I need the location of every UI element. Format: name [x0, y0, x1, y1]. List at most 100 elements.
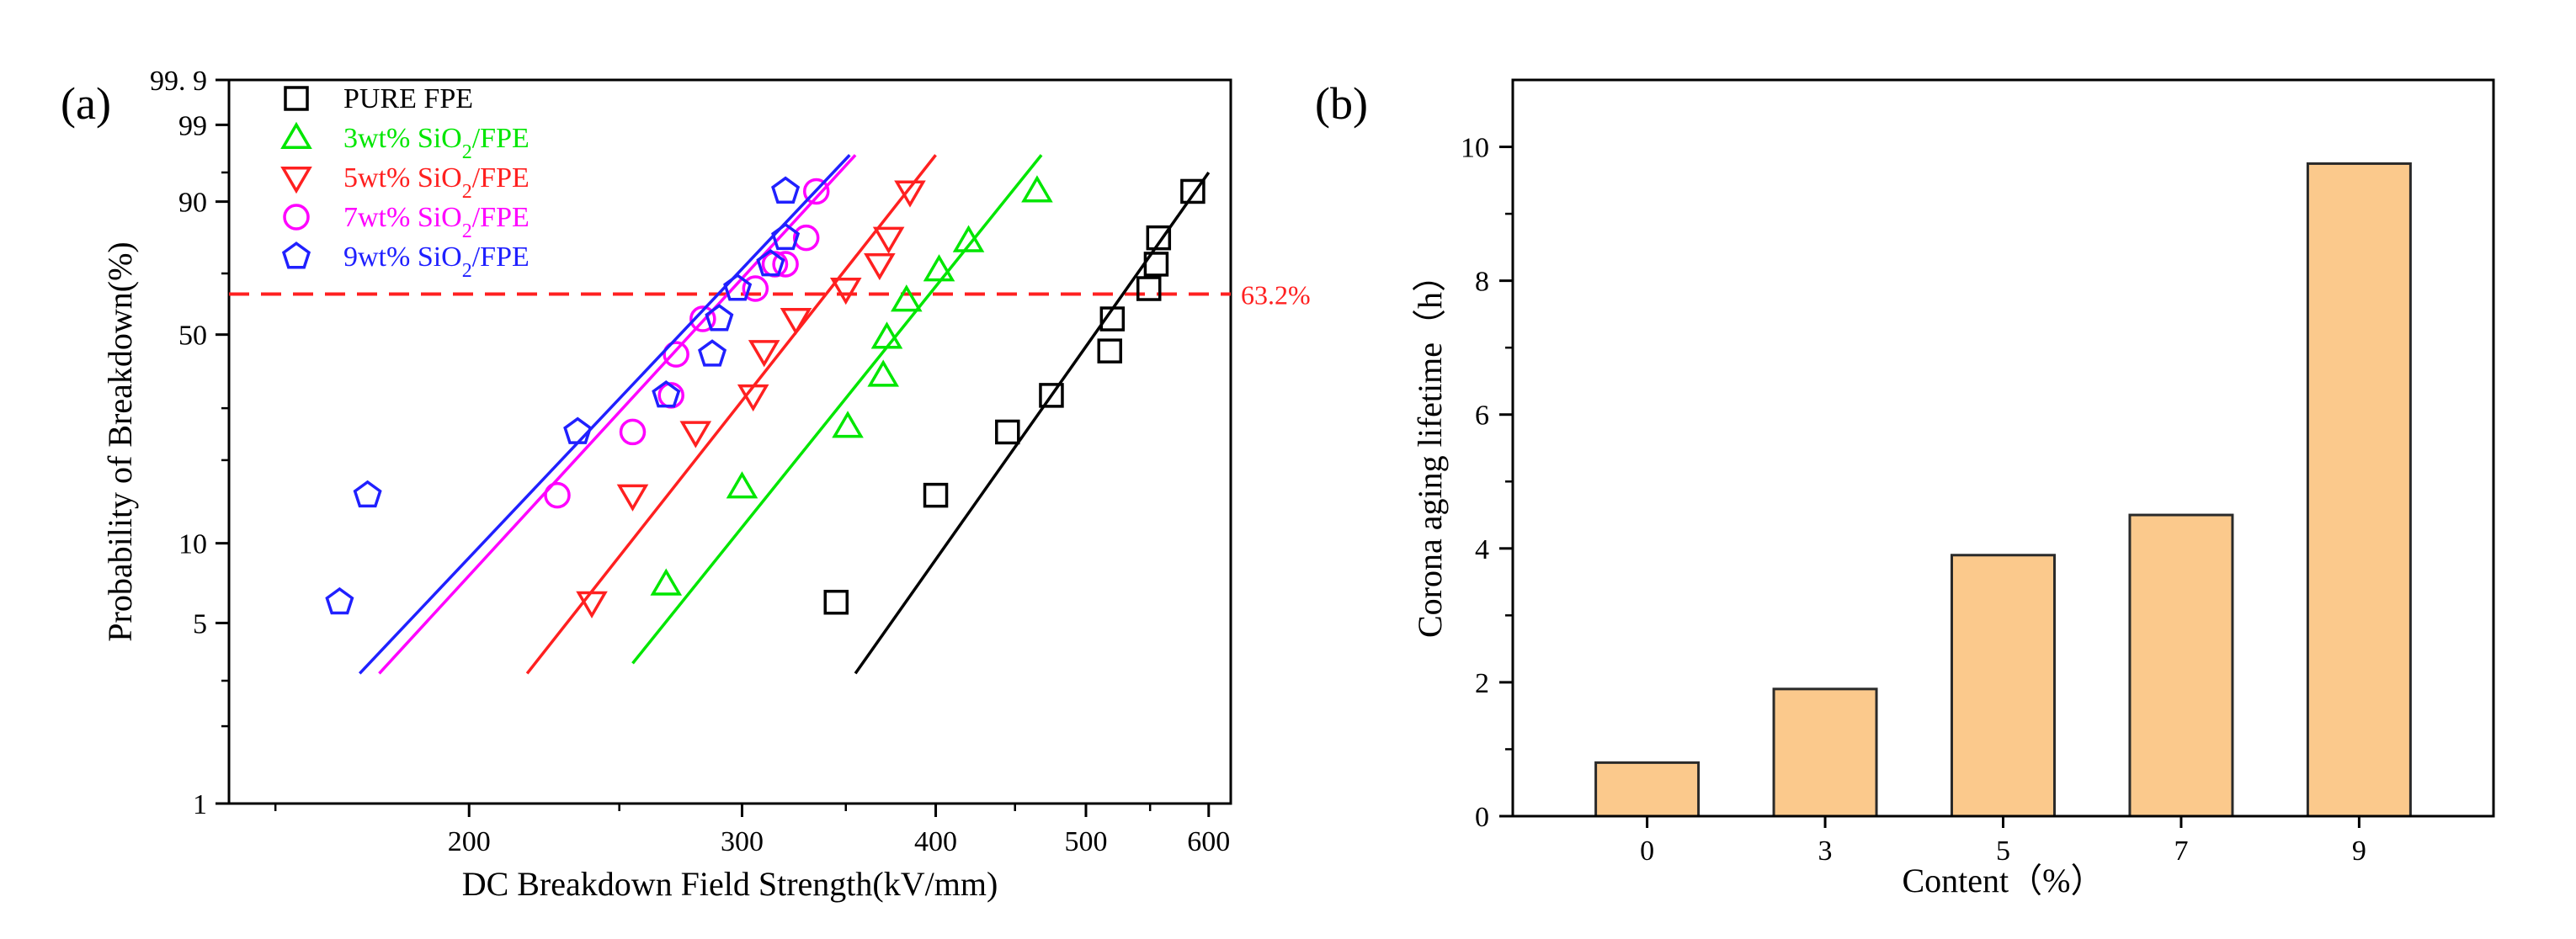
- weibull-fit-line: [854, 171, 1211, 675]
- y-tick-label: 4: [1475, 534, 1489, 565]
- data-point-triangle-down: [872, 226, 905, 254]
- series-0: [823, 171, 1211, 675]
- data-point-square: [1099, 306, 1126, 332]
- legend-label-tail: /FPE: [472, 202, 530, 233]
- y-tick-label: 50: [178, 321, 207, 352]
- data-point-square: [995, 419, 1020, 445]
- weibull-plot-panel: 200 300 400 500 600 1 5 10 50 90 99 99. 9 DC Breakdo…: [101, 66, 1311, 903]
- x-axis-title: DC Breakdown Field Strength(kV/mm): [462, 865, 998, 903]
- legend-label: 3wt% SiO2/FPE: [343, 123, 530, 163]
- bar: [1594, 761, 1700, 818]
- series-2: [525, 154, 937, 675]
- data-point-pentagon: [325, 586, 354, 615]
- x-tick-label: 0: [1640, 836, 1654, 867]
- data-point-triangle-up: [923, 254, 955, 282]
- data-point-triangle-up: [867, 359, 899, 387]
- data-point-triangle-up: [870, 321, 903, 349]
- legend-label-subscript: 2: [462, 181, 472, 203]
- legend-label-tail: /FPE: [472, 123, 530, 154]
- data-point-pentagon: [723, 273, 753, 301]
- y-tick-label: 0: [1475, 802, 1489, 833]
- data-point-square: [1146, 225, 1172, 251]
- weibull-fit-line: [358, 154, 851, 675]
- legend-label-tail: /FPE: [472, 162, 530, 194]
- x-tick-label: 600: [1187, 826, 1230, 857]
- y-tick-label: 8: [1475, 267, 1489, 298]
- legend-label: 5wt% SiO2/FPE: [343, 162, 530, 203]
- data-point-circle: [619, 418, 647, 446]
- legend-label-tail: /FPE: [472, 241, 530, 273]
- y-axis-title: Corona aging lifetime（h）: [1411, 258, 1449, 638]
- data-point-pentagon: [353, 480, 382, 508]
- data-point-triangle-down: [737, 384, 769, 412]
- legend-label-subscript: 2: [462, 220, 472, 242]
- data-point-triangle-down: [679, 421, 712, 448]
- data-point-pentagon: [652, 379, 681, 408]
- x-tick-label: 7: [2174, 836, 2188, 867]
- data-point-square: [1136, 276, 1162, 301]
- legend-item: 5wt% SiO2/FPE: [280, 162, 530, 203]
- data-point-pentagon: [771, 176, 801, 204]
- panel-label-b: (b): [1315, 78, 1368, 129]
- y-tick-label: 90: [178, 188, 207, 219]
- x-tick-label: 3: [1818, 836, 1833, 867]
- series-1: [631, 154, 1053, 665]
- data-point-triangle-up: [1021, 175, 1053, 203]
- legend-label-main: 9wt% SiO: [343, 241, 462, 273]
- data-point-circle: [689, 305, 716, 332]
- y-tick-label: 1: [193, 789, 207, 820]
- data-point-square: [823, 589, 849, 615]
- data-point-pentagon: [698, 339, 727, 367]
- legend-label: 7wt% SiO2/FPE: [343, 202, 530, 242]
- data-point-pentagon: [563, 416, 593, 444]
- data-point-pentagon: [281, 241, 311, 269]
- weibull-fit-line: [525, 154, 937, 675]
- data-point-square: [1143, 252, 1169, 277]
- data-point-triangle-up: [726, 471, 758, 499]
- data-point-triangle-down: [748, 340, 780, 368]
- data-point-triangle-down: [280, 167, 312, 194]
- data-point-triangle-up: [280, 121, 312, 149]
- series-4: [325, 154, 851, 675]
- data-point-circle: [544, 481, 571, 509]
- y-tick-label: 99. 9: [150, 66, 207, 97]
- x-tick-label: 5: [1996, 836, 2010, 867]
- data-point-square: [284, 86, 309, 111]
- data-point-square: [1180, 178, 1206, 204]
- y-tick-label: 10: [178, 529, 207, 560]
- data-point-triangle-up: [650, 568, 683, 596]
- data-point-triangle-down: [616, 484, 649, 512]
- legend-item: 7wt% SiO2/FPE: [283, 202, 530, 242]
- y-tick-label: 6: [1475, 401, 1489, 432]
- bar: [1951, 554, 2056, 818]
- data-point-triangle-down: [864, 252, 896, 281]
- data-point-pentagon: [705, 304, 734, 332]
- data-point-circle: [772, 251, 799, 278]
- x-tick-label: 200: [448, 826, 491, 857]
- x-tick-label: 500: [1064, 826, 1107, 857]
- panel-label-a: (a): [61, 78, 111, 129]
- x-tick-label: 300: [721, 826, 764, 857]
- y-tick-label: 10: [1461, 133, 1489, 164]
- bar: [2306, 162, 2412, 818]
- y-tick-label: 5: [193, 608, 207, 639]
- data-point-square: [1097, 338, 1123, 363]
- x-tick-label: 9: [2352, 836, 2366, 867]
- data-point-triangle-down: [780, 308, 812, 336]
- data-point-triangle-up: [832, 411, 864, 438]
- x-axis-title: Content（%）: [1903, 862, 2105, 899]
- data-point-triangle-up: [891, 284, 923, 312]
- legend-label-subscript: 2: [462, 260, 472, 282]
- plot-frame: [227, 78, 1232, 805]
- data-point-triangle-down: [894, 180, 926, 208]
- y-tick-label: 2: [1475, 668, 1489, 699]
- bar: [2128, 513, 2234, 818]
- data-point-circle: [802, 178, 830, 205]
- legend-label-main: 5wt% SiO: [343, 162, 462, 194]
- bar-chart-panel: 0 3 5 7 9 0 2 4 6 8 10 Content（%） Corona aging lifet…: [1411, 78, 2495, 899]
- y-axis-title: Probability of Breakdown(%): [101, 241, 139, 641]
- data-point-square: [923, 482, 949, 508]
- data-point-circle: [792, 224, 820, 252]
- weibull-fit-line: [631, 154, 1043, 665]
- legend-label: 9wt% SiO2/FPE: [343, 241, 530, 282]
